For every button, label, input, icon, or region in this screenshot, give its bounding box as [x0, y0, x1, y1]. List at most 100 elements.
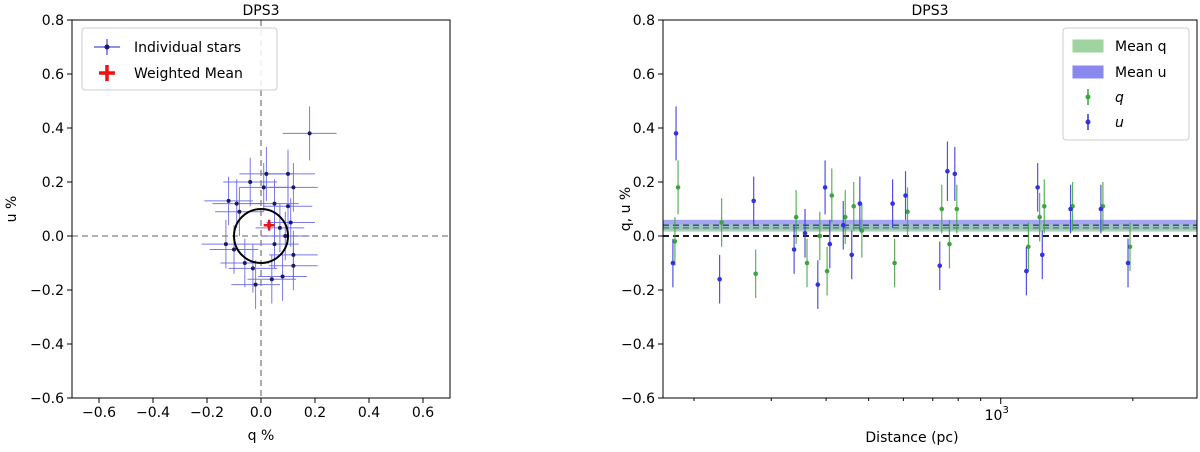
- chart-title: DPS3: [242, 3, 279, 19]
- y-tick-label: −0.4: [621, 337, 655, 353]
- star-point: [291, 263, 296, 268]
- u-point: [673, 131, 679, 136]
- q-point: [753, 271, 758, 277]
- x-tick-label: 0.6: [412, 405, 434, 421]
- legend-box: [1062, 27, 1190, 141]
- q-point: [905, 209, 910, 214]
- weighted-mean-point: [266, 222, 272, 228]
- u-point: [857, 201, 863, 206]
- right-chart-dps3-vs-distance: 103 −0.6 −0.4 −0.2 0.0 0.2 0.4 0.6 0.8 DPS3 Distan…: [618, 3, 1198, 446]
- q-point: [829, 193, 835, 198]
- q-point: [851, 204, 857, 209]
- star-point: [291, 252, 296, 257]
- u-point: [840, 222, 846, 228]
- star-point: [261, 185, 266, 190]
- u-point: [1024, 268, 1029, 274]
- q-point: [1127, 244, 1133, 250]
- y-tick-label: 0.8: [633, 13, 655, 29]
- plot-frame: [662, 19, 1198, 399]
- y-tick-label: 0.0: [42, 229, 64, 245]
- y-tick-label: −0.6: [30, 391, 64, 407]
- u-point: [717, 276, 722, 282]
- legend-u-marker: [1085, 119, 1091, 125]
- legend-label-mean: Weighted Mean: [134, 66, 243, 82]
- u-point: [1035, 185, 1040, 190]
- legend-stars-marker: [104, 44, 110, 50]
- x-tick-exponent: 3: [1002, 405, 1008, 416]
- x-tick-label: 0.4: [358, 405, 380, 421]
- u-point: [815, 282, 821, 287]
- u-point: [903, 193, 908, 198]
- u-point: [827, 241, 833, 247]
- star-point: [280, 274, 285, 279]
- q-point: [939, 206, 945, 212]
- q-point: [793, 214, 799, 220]
- legend-swatch-mean-u: [1072, 65, 1104, 79]
- u-point: [890, 201, 895, 206]
- x-tick-base: 10: [985, 408, 1003, 424]
- u-point: [849, 252, 855, 258]
- legend-q-marker: [1085, 94, 1091, 100]
- legend-label-q: q: [1115, 90, 1124, 106]
- legend-label-mean-u: Mean u: [1115, 65, 1166, 81]
- left-chart-dps3-q-u-plane: −0.6 −0.4 −0.2 0.0 0.2 0.4 0.6 −0.6 −0.4 −0.2 0.0 0…: [4, 3, 451, 444]
- star-point: [234, 201, 239, 206]
- y-tick-label: 0.6: [633, 67, 655, 83]
- q-point: [672, 239, 678, 244]
- y-tick-label: 0.4: [633, 121, 655, 137]
- q-point: [947, 241, 952, 247]
- y-axis-label: q, u %: [618, 187, 634, 231]
- y-tick-label: 0.0: [633, 229, 655, 245]
- x-tick-label-power: 103: [985, 405, 1009, 424]
- u-point: [791, 247, 797, 252]
- star-point: [253, 282, 258, 287]
- y-tick-label: 0.4: [42, 121, 64, 137]
- q-point: [954, 206, 960, 212]
- u-point: [822, 185, 828, 190]
- u-point: [751, 198, 756, 204]
- star-point: [232, 247, 236, 252]
- x-tick-label: 0.0: [250, 405, 272, 421]
- x-axis-label: Distance (pc): [865, 430, 958, 446]
- star-point: [264, 171, 269, 176]
- q-point: [892, 260, 897, 266]
- y-tick-label: 0.2: [633, 175, 655, 191]
- star-point: [277, 225, 282, 230]
- q-point: [1041, 204, 1047, 209]
- y-tick-label: 0.6: [42, 67, 64, 83]
- q-point: [719, 220, 724, 225]
- x-tick-label: −0.2: [190, 405, 224, 421]
- u-point: [670, 260, 676, 266]
- q-point: [859, 228, 865, 233]
- x-tick-label: 0.2: [304, 405, 326, 421]
- u-point: [945, 168, 950, 174]
- q-point: [675, 185, 681, 190]
- star-point: [269, 277, 274, 282]
- u-point: [1039, 252, 1045, 258]
- q-point: [842, 214, 848, 220]
- legend-box: [81, 27, 278, 91]
- star-point: [250, 266, 255, 271]
- u-point: [952, 171, 958, 177]
- mean-q-band: [663, 223, 1197, 232]
- q-point: [1037, 214, 1042, 220]
- star-point: [248, 180, 253, 184]
- y-tick-label: −0.2: [621, 283, 655, 299]
- star-point: [286, 171, 290, 176]
- legend-label-stars: Individual stars: [134, 40, 241, 56]
- y-tick-label: −0.6: [621, 391, 655, 407]
- chart-title: DPS3: [911, 3, 948, 19]
- x-tick-label: −0.4: [136, 405, 170, 421]
- star-point: [286, 204, 290, 209]
- u-point: [1125, 260, 1131, 266]
- star-point: [242, 261, 247, 265]
- q-point: [1026, 244, 1031, 250]
- y-tick-label: 0.2: [42, 175, 64, 191]
- star-point: [226, 198, 231, 203]
- y-axis-label: u %: [4, 196, 20, 223]
- star-point: [291, 185, 296, 190]
- star-point: [237, 209, 242, 214]
- star-point: [283, 234, 288, 238]
- q-point: [804, 260, 810, 266]
